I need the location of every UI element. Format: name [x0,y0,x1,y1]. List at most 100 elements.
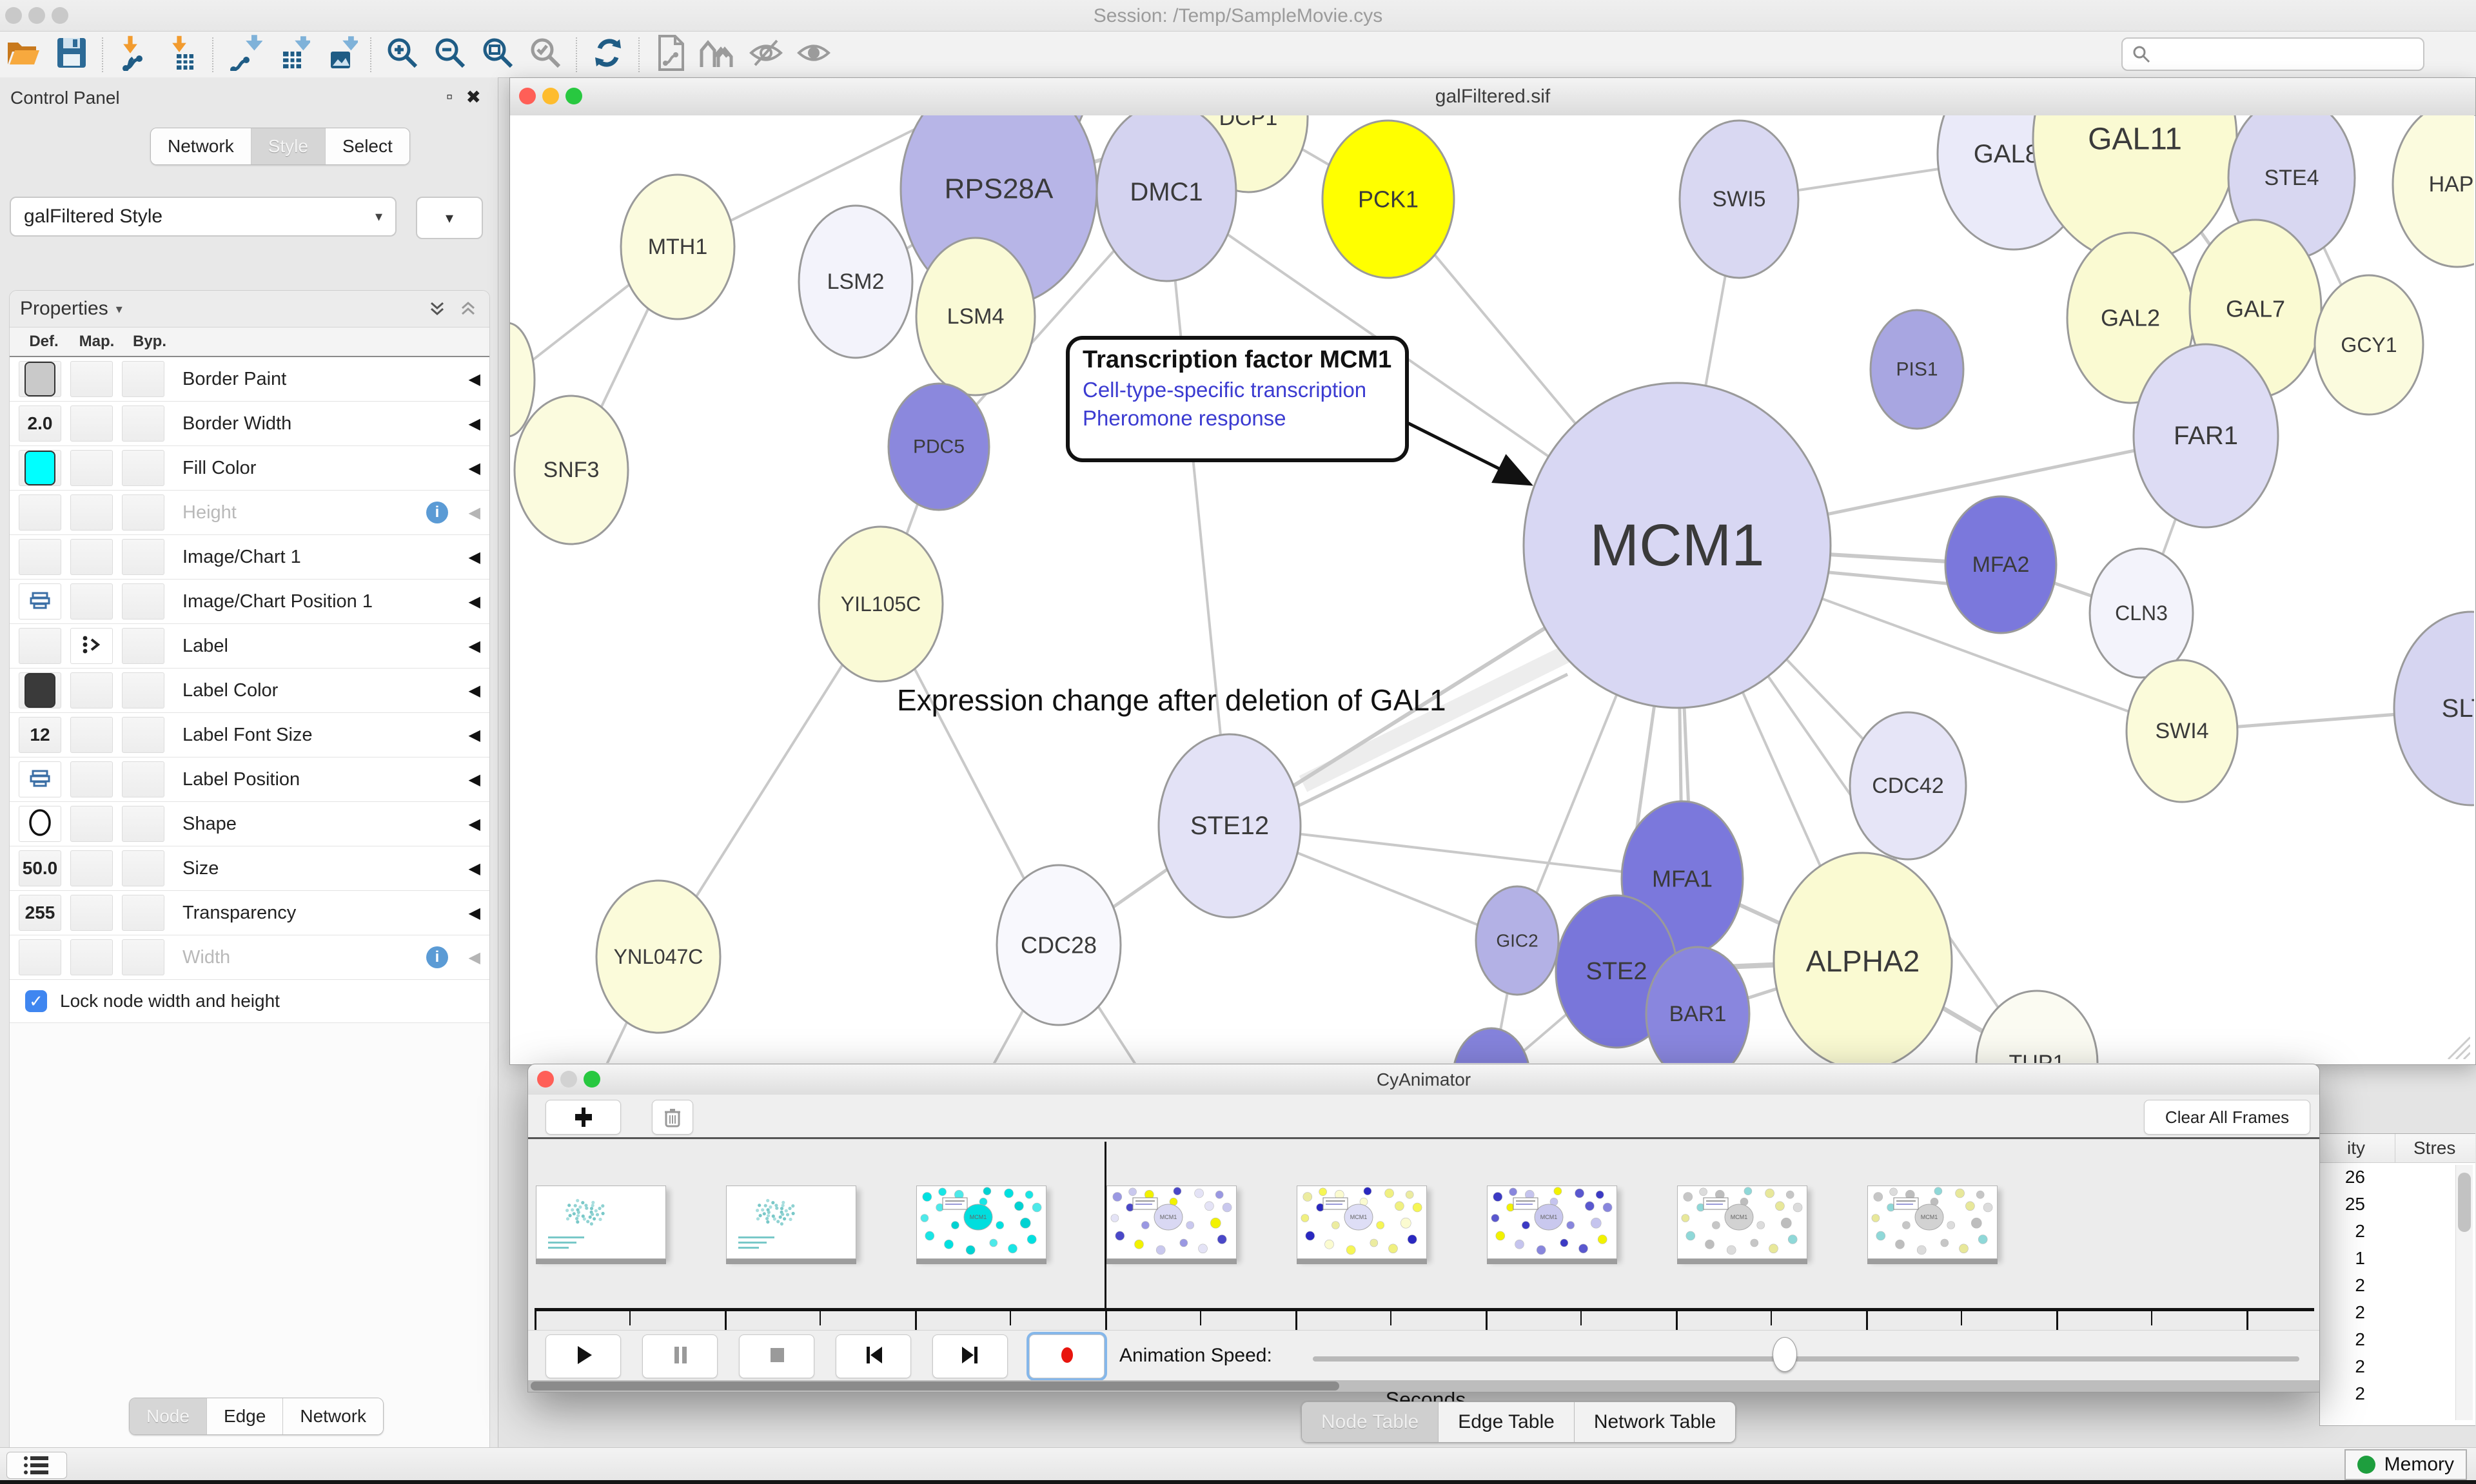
apply-layout-button[interactable] [584,35,632,74]
clear-all-frames-button[interactable]: Clear All Frames [2144,1100,2310,1135]
network-node-gal2[interactable]: GAL2 [2066,231,2195,404]
style-target-tab-edge[interactable]: Edge [206,1398,284,1434]
bypass-cell[interactable] [122,450,164,486]
memory-button[interactable]: Memory [2344,1449,2467,1480]
resize-grip[interactable] [2442,1031,2470,1059]
property-row-image-chart-1[interactable]: Image/Chart 1 ◀ [10,535,489,580]
table-row[interactable]: 1 [2320,1245,2449,1272]
skip-start-button[interactable] [836,1334,911,1378]
default-value-cell[interactable] [19,450,61,486]
network-node-bottomblue[interactable] [1453,1027,1530,1063]
mapping-cell[interactable] [70,939,113,975]
style-target-tab-network[interactable]: Network [283,1398,384,1434]
frame-thumbnail-8[interactable]: MCM1 [1867,1186,1998,1264]
zoom-out-button[interactable] [426,35,474,74]
expand-row-icon[interactable]: ◀ [468,637,480,655]
network-node-pck1[interactable]: PCK1 [1321,119,1455,279]
expand-row-icon[interactable]: ◀ [468,681,480,699]
bypass-cell[interactable] [122,628,164,664]
network-window-titlebar[interactable]: galFiltered.sif [510,78,2475,116]
frame-thumbnail-1[interactable] [536,1186,666,1264]
default-value-cell[interactable]: 12 [19,717,61,753]
annotation-link-2[interactable]: Pheromone response [1083,406,1286,430]
mapping-cell[interactable] [70,628,113,664]
bypass-cell[interactable] [122,895,164,931]
tbl-tab-edge-table[interactable]: Edge Table [1439,1402,1575,1442]
network-node-mfa2[interactable]: MFA2 [1944,495,2058,634]
minimize-window-icon[interactable] [560,1071,577,1088]
expand-row-icon[interactable]: ◀ [468,770,480,788]
frame-thumbnail-4[interactable]: MCM1 [1106,1186,1237,1264]
bypass-cell[interactable] [122,361,164,397]
style-target-tab-node[interactable]: Node [130,1398,207,1434]
expand-row-icon[interactable]: ◀ [468,859,480,877]
default-value-cell[interactable] [19,494,61,531]
scrollbar-thumb[interactable] [531,1381,1339,1391]
play-button[interactable] [545,1334,621,1378]
table-row[interactable]: 2 [2320,1353,2449,1380]
frame-thumbnail-6[interactable]: MCM1 [1487,1186,1617,1264]
bypass-cell[interactable] [122,405,164,442]
skip-end-button[interactable] [932,1334,1008,1378]
network-edge[interactable] [1165,191,1231,826]
close-window-icon[interactable] [537,1071,554,1088]
network-node-swi4[interactable]: SWI4 [2125,659,2239,803]
panel-tab-style[interactable]: Style [251,128,326,164]
property-row-label-color[interactable]: Label Color ◀ [10,669,489,713]
network-node-ynl047c[interactable]: YNL047C [595,879,722,1034]
mapping-cell[interactable] [70,850,113,886]
expand-row-icon[interactable]: ◀ [468,548,480,566]
zoom-window-icon[interactable] [584,1071,600,1088]
cyanimator-horizontal-scrollbar[interactable] [528,1380,2319,1392]
cyanimator-titlebar[interactable]: CyAnimator [528,1064,2319,1095]
table-row[interactable]: 2 [2320,1299,2449,1326]
network-node-far1[interactable]: FAR1 [2132,343,2279,529]
expand-row-icon[interactable]: ◀ [468,904,480,922]
default-value-cell[interactable] [19,939,61,975]
panel-tab-network[interactable]: Network [151,128,251,164]
network-node-hap2[interactable]: HAP2 [2392,115,2474,268]
property-row-border-width[interactable]: 2.0 Border Width ◀ [10,402,489,446]
add-frame-button[interactable] [545,1100,621,1135]
bypass-cell[interactable] [122,583,164,620]
frame-thumbnail-7[interactable]: MCM1 [1677,1186,1807,1264]
collapse-all-icon[interactable] [457,298,479,320]
export-network-button[interactable] [221,35,268,74]
bypass-cell[interactable] [122,761,164,797]
network-node-gcy1[interactable]: GCY1 [2314,274,2424,416]
property-row-fill-color[interactable]: Fill Color ◀ [10,446,489,491]
bypass-cell[interactable] [122,806,164,842]
properties-header[interactable]: Properties ▾ [10,291,489,327]
scrollbar-thumb[interactable] [2458,1173,2471,1232]
expand-row-icon[interactable]: ◀ [468,948,480,966]
expand-row-icon[interactable]: ◀ [468,415,480,433]
default-value-cell[interactable]: 50.0 [19,850,61,886]
table-row[interactable]: 26 [2320,1164,2449,1191]
mapping-cell[interactable] [70,361,113,397]
mapping-cell[interactable] [70,494,113,531]
first-neighbors-button[interactable] [694,35,742,74]
mapping-cell[interactable] [70,672,113,708]
info-icon[interactable]: i [426,946,448,968]
network-edge[interactable] [1229,825,1683,880]
network-node-gic2[interactable]: GIC2 [1475,885,1560,996]
expand-row-icon[interactable]: ◀ [468,370,480,388]
network-node-ste12[interactable]: STE12 [1157,733,1302,919]
bypass-cell[interactable] [122,717,164,753]
timeline-playhead[interactable] [1105,1142,1106,1308]
mapping-cell[interactable] [70,895,113,931]
zoom-fit-button[interactable] [474,35,522,74]
bypass-cell[interactable] [122,939,164,975]
pause-button[interactable] [642,1334,718,1378]
table-column-stress[interactable]: Stres [2395,1134,2455,1162]
table-row[interactable]: 2 [2320,1218,2449,1245]
panel-tab-select[interactable]: Select [325,128,409,164]
animation-speed-slider[interactable] [1313,1356,2299,1362]
network-node-mth1[interactable]: MTH1 [620,173,736,320]
tbl-tab-network-table[interactable]: Network Table [1574,1402,1736,1442]
property-row-shape[interactable]: Shape ◀ [10,802,489,846]
network-node-lsm4[interactable]: LSM4 [915,237,1036,396]
network-node-mcm1[interactable]: MCM1 [1522,382,1832,709]
export-table-button[interactable] [268,35,316,74]
